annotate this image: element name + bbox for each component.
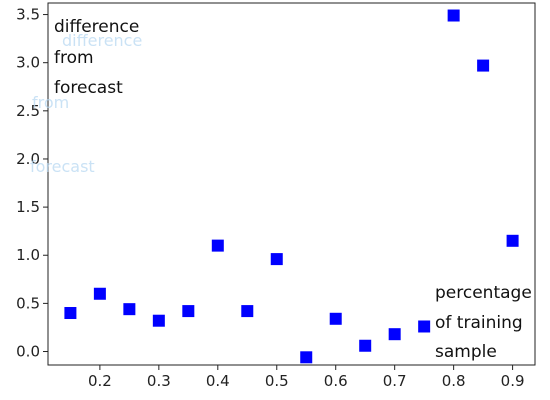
x-tick-label: 0.3 <box>147 372 171 390</box>
data-point <box>329 312 342 325</box>
plot-frame <box>47 2 536 366</box>
data-point <box>300 351 313 364</box>
annotation-line: difference <box>54 17 139 37</box>
data-point <box>418 320 431 333</box>
data-point <box>64 307 77 320</box>
data-point <box>152 314 165 327</box>
y-tick-label: 2.5 <box>16 102 40 120</box>
x-tick-label: 0.2 <box>88 372 112 390</box>
data-points <box>64 9 519 364</box>
data-point <box>182 305 195 318</box>
data-point <box>123 303 136 316</box>
data-point <box>388 328 401 341</box>
annotation-line: sample <box>435 342 497 362</box>
x-tick-label: 0.5 <box>265 372 289 390</box>
y-tick-label: 0.0 <box>16 343 40 361</box>
ghost-text: forecast <box>30 157 95 176</box>
y-tick-label: 0.5 <box>16 294 40 312</box>
data-point <box>447 9 460 22</box>
data-point <box>359 339 372 352</box>
data-point <box>477 59 490 72</box>
y-tick-label: 2.0 <box>16 150 40 168</box>
y-tick-label: 3.0 <box>16 54 40 72</box>
data-point <box>93 287 106 300</box>
annotation-bottom-right: percentage of training sample <box>435 283 532 362</box>
x-tick-label: 0.6 <box>324 372 348 390</box>
data-point <box>506 234 519 247</box>
ghost-text: difference <box>62 31 142 50</box>
annotation-top-left: difference from forecast <box>54 17 139 98</box>
annotation-line: percentage <box>435 283 532 303</box>
data-point <box>211 239 224 252</box>
y-tick-label: 3.5 <box>16 6 40 24</box>
x-tick-label: 0.8 <box>442 372 466 390</box>
x-tick-label: 0.9 <box>501 372 525 390</box>
ghost-text: from <box>32 93 69 112</box>
x-tick-label: 0.7 <box>383 372 407 390</box>
y-axis: 0.0 0.5 1.0 1.5 2.0 2.5 3.0 3.5 <box>16 6 48 361</box>
annotation-line: from <box>54 48 94 68</box>
x-axis: 0.2 0.3 0.4 0.5 0.6 0.7 0.8 0.9 <box>88 365 525 390</box>
x-tick-label: 0.4 <box>206 372 230 390</box>
annotation-line: of training <box>435 313 523 333</box>
y-tick-label: 1.0 <box>16 246 40 264</box>
annotation-line: forecast <box>54 78 123 98</box>
data-point <box>270 253 283 266</box>
y-tick-label: 1.5 <box>16 198 40 216</box>
data-point <box>241 305 254 318</box>
